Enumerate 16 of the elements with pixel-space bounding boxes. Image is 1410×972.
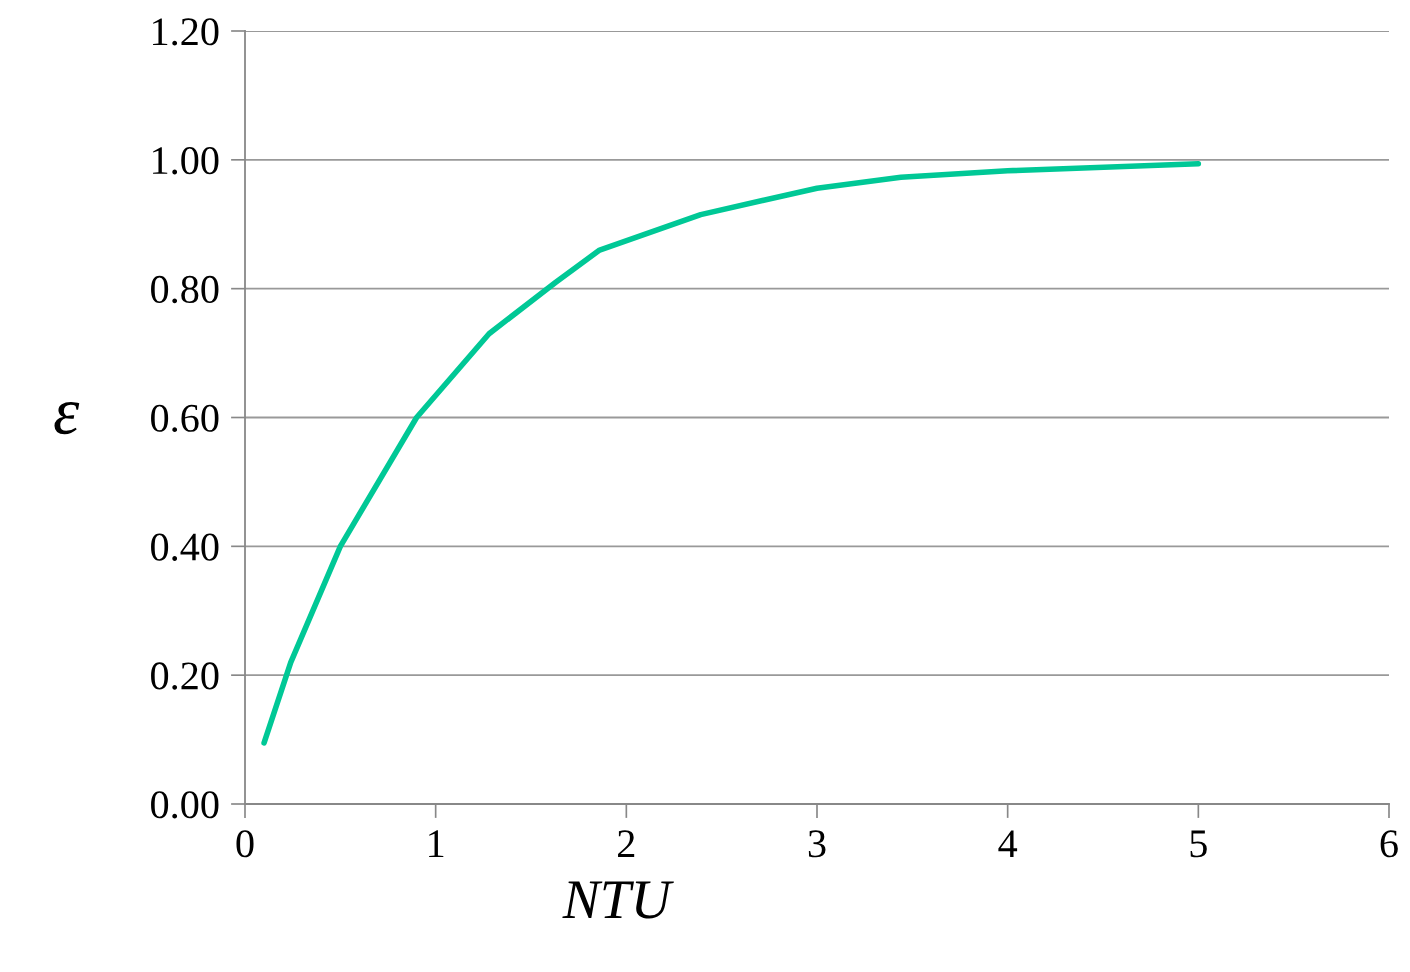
x-tick-label: 6 <box>1380 830 1398 858</box>
y-tick-label: 0.80 <box>151 275 219 304</box>
x-tick-label: 0 <box>236 830 254 858</box>
x-tick-label: 5 <box>1190 830 1207 858</box>
y-tick-label: 0.40 <box>151 533 219 561</box>
y-tick-label: 0.60 <box>151 404 219 433</box>
y-tick-label: 1.00 <box>153 147 219 175</box>
y-tick-label: 1.20 <box>153 18 219 46</box>
x-tick-label: 3 <box>808 830 826 858</box>
x-tick-label: 1 <box>429 830 444 857</box>
y-tick-label: 0.00 <box>151 791 219 819</box>
x-tick-label: 4 <box>998 830 1018 857</box>
x-axis-title: NTU <box>562 881 674 919</box>
y-axis-title: ε <box>54 402 80 435</box>
y-tick-label: 0.20 <box>151 662 219 690</box>
x-tick-label: 2 <box>618 830 635 857</box>
